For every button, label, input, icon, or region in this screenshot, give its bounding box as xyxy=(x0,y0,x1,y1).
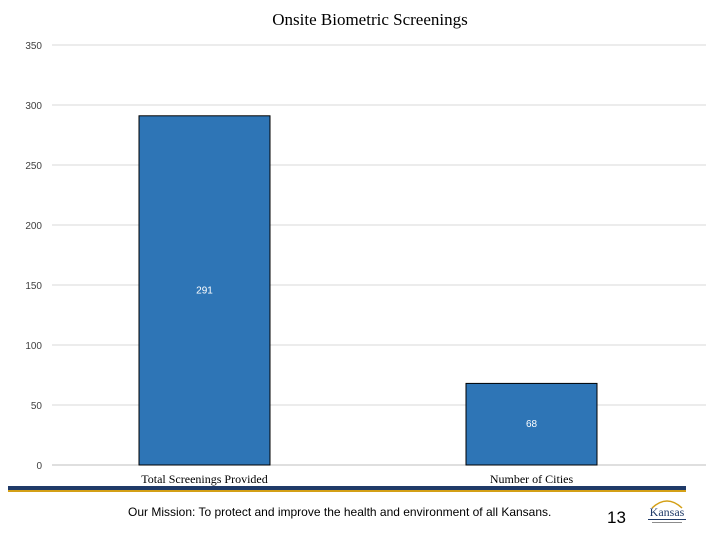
bar xyxy=(465,382,598,466)
y-tick-label: 150 xyxy=(25,281,42,292)
x-category-label: Number of Cities xyxy=(490,472,574,486)
bar-data-label: 68 xyxy=(526,419,538,430)
y-tick-label: 0 xyxy=(36,461,42,472)
bar xyxy=(138,115,271,466)
mission-statement: Our Mission: To protect and improve the … xyxy=(128,505,552,519)
logo-wordmark: Kansas xyxy=(650,505,685,519)
chart-area: 0 50 100 150 200 250 300 350 291 68 Total Screen… xyxy=(25,41,706,486)
x-category-label: Total Screenings Provided xyxy=(141,472,267,486)
page-number: 13 xyxy=(607,508,626,527)
logo-underline xyxy=(648,519,686,520)
y-tick-label: 200 xyxy=(25,221,42,232)
logo-sunrise-icon xyxy=(651,500,683,509)
bar-data-label: 291 xyxy=(196,285,213,296)
chart-title: Onsite Biometric Screenings xyxy=(272,10,468,29)
kansas-logo: Kansas xyxy=(648,500,686,523)
y-tick-label: 100 xyxy=(25,341,42,352)
logo-subtitle-line xyxy=(652,522,682,523)
y-tick-label: 250 xyxy=(25,161,42,172)
y-tick-label: 50 xyxy=(31,401,43,412)
y-tick-label: 350 xyxy=(25,41,42,52)
y-tick-label: 300 xyxy=(25,101,42,112)
footer-band xyxy=(8,486,686,492)
